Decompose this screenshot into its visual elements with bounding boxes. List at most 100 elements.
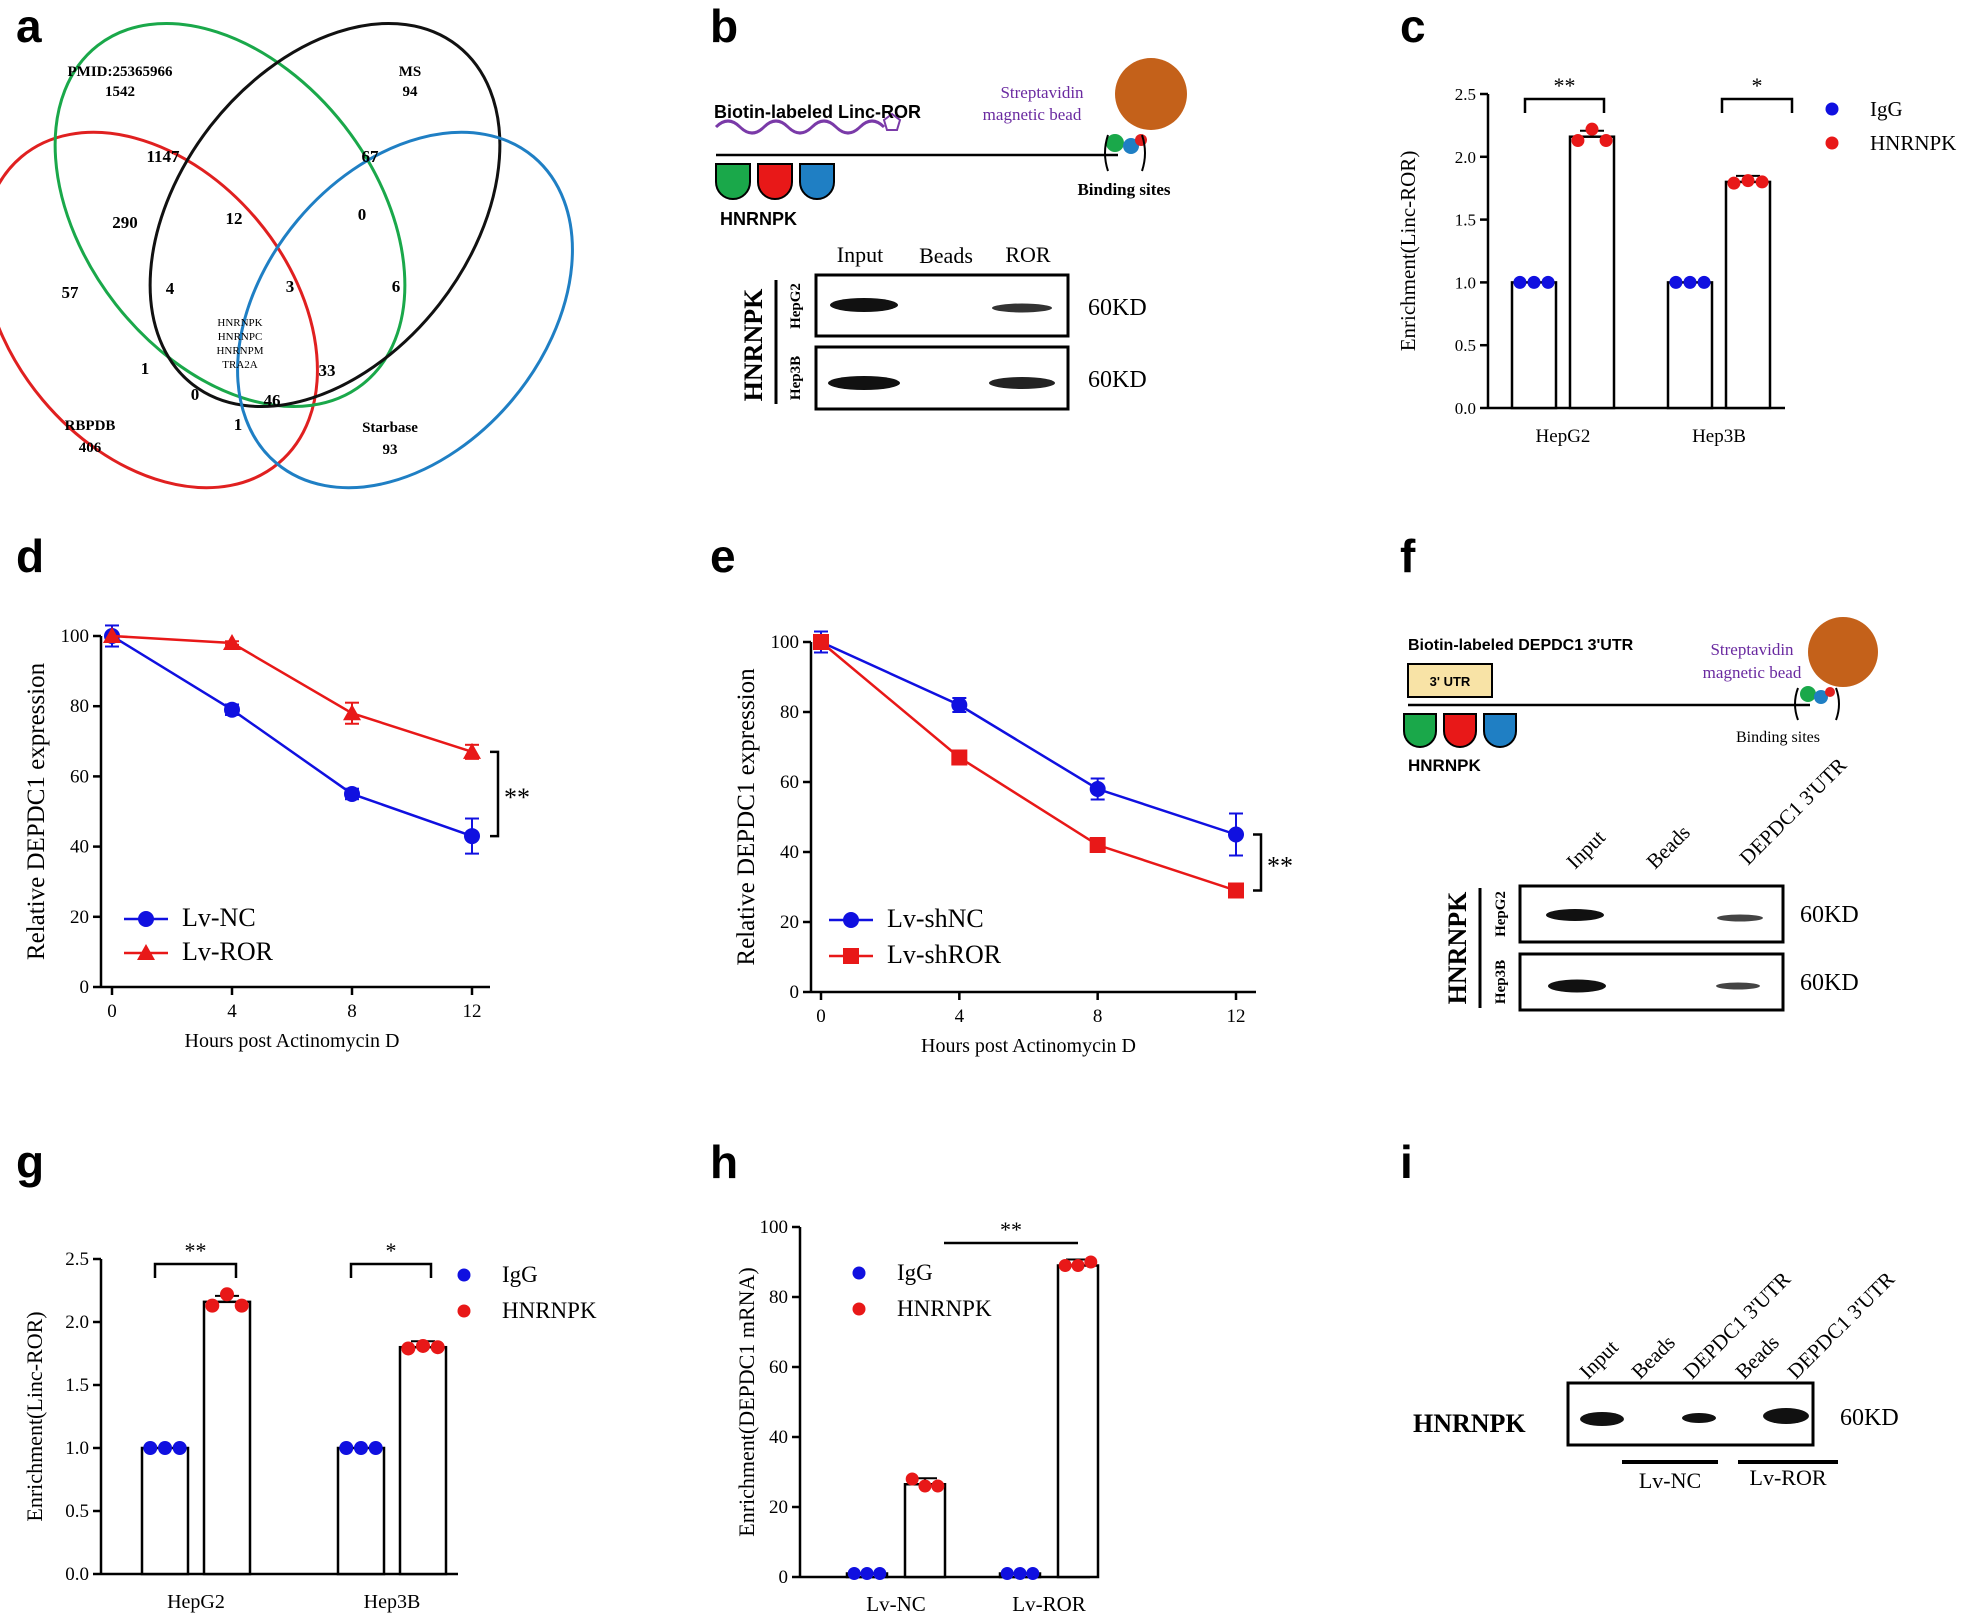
panel-f-pulldown: Biotin-labeled DEPDC1 3'UTR 3' UTR Strep… <box>1403 617 1878 1012</box>
data-point <box>343 704 361 721</box>
venn-region-count: 12 <box>226 209 243 228</box>
y-tick-label: 20 <box>780 912 799 933</box>
protein-complex-icon <box>1800 686 1816 702</box>
antibody-label: HNRNPK <box>739 288 768 401</box>
legend-label: HNRNPK <box>897 1296 992 1321</box>
cell-line-label: Hep3B <box>788 356 804 400</box>
y-tick-label: 60 <box>769 1357 788 1378</box>
protein-band <box>992 303 1052 313</box>
utr-box <box>1407 663 1493 698</box>
venn-set-name-starbase: Starbase <box>362 420 418 436</box>
data-point <box>158 1441 172 1455</box>
legend-label: Lv-shNC <box>887 904 984 933</box>
protein-complex-icon <box>1814 690 1828 704</box>
venn-set-name-pmid: PMID:25365966 <box>68 64 173 80</box>
venn-core-gene: HNRNPM <box>216 345 263 357</box>
panel-label-a: a <box>16 0 42 52</box>
y-tick-label: 0 <box>779 1567 789 1588</box>
venn-core-gene: HNRNPC <box>218 331 263 343</box>
data-point <box>1541 275 1555 289</box>
panel-label-f: f <box>1400 530 1416 582</box>
panel-b-pulldown: Biotin-labeled Linc-ROR Streptavidin mag… <box>714 58 1187 411</box>
y-tick-label: 80 <box>780 702 799 723</box>
panel-i-blot: Input Beads DEPDC1 3'UTR Beads DEPDC1 3'… <box>1413 1267 1899 1493</box>
protein-complex-icon <box>1825 687 1835 697</box>
x-tick-label: 4 <box>955 1006 965 1027</box>
data-point <box>951 697 968 713</box>
x-axis-label: Hours post Actinomycin D <box>185 1030 400 1052</box>
blot-lane-label: Input <box>837 242 883 267</box>
y-tick-label: 1.5 <box>65 1375 89 1396</box>
y-tick-label: 0.0 <box>1455 399 1476 418</box>
chart-d-stability: 0 20 40 60 80 100 Relative DEPDC1 expression 0 4… <box>23 624 530 1052</box>
bar <box>1666 281 1714 410</box>
legend-marker <box>1825 136 1839 150</box>
venn-diagram: PMID:25365966 1542 MS 94 RBPDB 406 Starb… <box>0 21 574 490</box>
panel-label-g: g <box>16 1136 44 1188</box>
hnrnpk-domain-icon <box>757 163 793 201</box>
y-tick-label: 100 <box>771 632 800 653</box>
y-tick-label: 40 <box>70 837 89 858</box>
data-point <box>1026 1567 1040 1580</box>
legend-label: IgG <box>502 1262 538 1287</box>
significance-bracket <box>1253 833 1263 892</box>
data-point <box>223 634 241 651</box>
magnetic-bead-icon <box>1808 617 1878 687</box>
group-label: Lv-NC <box>1639 1468 1701 1493</box>
significance-bracket <box>349 1262 433 1278</box>
y-tick-label: 0 <box>790 982 800 1003</box>
molecular-weight-label: 60KD <box>1840 1405 1899 1431</box>
bar <box>140 1446 190 1576</box>
x-category-label: Hep3B <box>1692 426 1746 447</box>
data-point <box>951 749 968 766</box>
significance-bracket <box>490 750 500 838</box>
significance-stars: ** <box>1000 1217 1022 1242</box>
antibody-label: HNRNPK <box>1413 1409 1526 1438</box>
western-blot-frame <box>1518 952 1785 1012</box>
protein-complex-icon <box>1123 138 1139 154</box>
venn-pmid-ellipse <box>53 21 407 409</box>
venn-rbpdb-ellipse <box>0 130 319 490</box>
legend-marker <box>1825 102 1839 116</box>
venn-region-count: 3 <box>286 277 295 296</box>
significance-stars: ** <box>1554 73 1576 98</box>
bar <box>202 1300 252 1576</box>
data-point <box>143 1441 158 1455</box>
x-tick-label: 0 <box>816 1006 826 1027</box>
bead-label-line2: magnetic bead <box>1703 663 1802 682</box>
x-category-label: Lv-NC <box>866 1592 926 1616</box>
chart-g-enrichment: 0.0 0.5 1.0 1.5 2.0 2.5 Enrichment(Linc-ROR) He… <box>22 1238 597 1613</box>
blot-lane-label: Beads <box>919 243 973 268</box>
venn-set-count-starbase: 93 <box>383 442 398 458</box>
data-point <box>1599 133 1613 147</box>
x-tick-label: 0 <box>107 1001 117 1022</box>
data-point <box>1697 275 1711 289</box>
y-tick-label: 40 <box>780 842 799 863</box>
bar <box>903 1483 947 1579</box>
magnetic-bead-icon <box>1115 58 1187 130</box>
data-point <box>1741 174 1755 188</box>
blot-lane-label: ROR <box>1005 242 1051 267</box>
y-tick-label: 2.5 <box>65 1249 89 1270</box>
protein-label: HNRNPK <box>1408 756 1481 775</box>
y-axis-label: Enrichment(Linc-ROR) <box>1396 151 1420 352</box>
legend-label: Lv-ROR <box>182 937 274 966</box>
venn-set-count-pmid: 1542 <box>105 84 135 100</box>
protein-band <box>1548 979 1606 993</box>
bar <box>1568 135 1616 410</box>
blot-lane-label: Input <box>1575 1335 1623 1383</box>
y-axis-label: Relative DEPDC1 expression <box>23 662 50 960</box>
y-axis-label: Relative DEPDC1 expression <box>733 668 760 966</box>
data-point <box>205 1298 220 1313</box>
protein-band <box>828 376 900 390</box>
venn-region-count: 1 <box>141 359 150 378</box>
protein-label: HNRNPK <box>720 209 797 229</box>
data-point <box>1013 1567 1027 1580</box>
venn-region-count: 0 <box>191 385 200 404</box>
x-category-label: Lv-ROR <box>1012 1592 1086 1616</box>
probe-label: Biotin-labeled Linc-ROR <box>714 102 921 122</box>
bead-label-line1: Streptavidin <box>1000 83 1084 102</box>
legend-marker <box>137 944 155 960</box>
data-point <box>172 1441 187 1455</box>
